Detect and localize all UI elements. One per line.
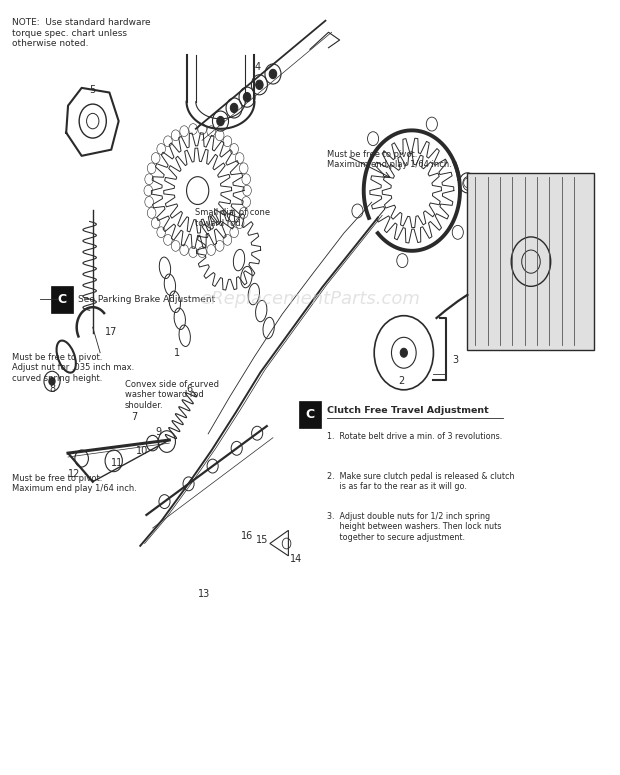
Text: 14: 14 (290, 554, 303, 564)
Text: 2.  Make sure clutch pedal is released & clutch
     is as far to the rear as it: 2. Make sure clutch pedal is released & … (327, 472, 514, 491)
Text: 1.  Rotate belt drive a min. of 3 revolutions.: 1. Rotate belt drive a min. of 3 revolut… (327, 432, 502, 440)
Text: Must be free to pivot.
Maximum end play 1/64 inch.: Must be free to pivot. Maximum end play … (12, 474, 138, 494)
Text: See Parking Brake Adjustment: See Parking Brake Adjustment (78, 294, 215, 304)
Circle shape (243, 92, 250, 102)
Text: 3: 3 (452, 356, 458, 366)
Text: Convex side of curved
washer toward rod
shoulder.: Convex side of curved washer toward rod … (125, 380, 219, 409)
Text: 16: 16 (241, 531, 253, 541)
Circle shape (269, 69, 277, 78)
Text: 7: 7 (131, 412, 137, 422)
Text: 13: 13 (198, 590, 210, 599)
Circle shape (217, 116, 224, 126)
Text: Must be free to pivot.
Maximum end play 1/64 inch.: Must be free to pivot. Maximum end play … (327, 150, 452, 169)
Text: 9: 9 (156, 427, 162, 437)
Text: Must be free to pivot.
Adjust nut for .035 inch max.
curved spring height.: Must be free to pivot. Adjust nut for .0… (12, 353, 135, 383)
Circle shape (231, 103, 238, 112)
Text: 1: 1 (174, 348, 180, 358)
FancyBboxPatch shape (51, 285, 73, 312)
Text: 10: 10 (136, 446, 148, 456)
Text: 12: 12 (68, 469, 81, 479)
Text: 4: 4 (254, 62, 260, 72)
FancyBboxPatch shape (467, 173, 594, 350)
Text: 2: 2 (398, 377, 404, 386)
Circle shape (49, 377, 55, 385)
FancyBboxPatch shape (299, 401, 321, 429)
Circle shape (401, 348, 407, 357)
Text: C: C (306, 408, 314, 421)
Text: 8: 8 (49, 384, 55, 394)
Circle shape (255, 80, 263, 89)
Text: Small dia. of cone
toward rod.: Small dia. of cone toward rod. (195, 208, 270, 228)
Text: NOTE:  Use standard hardware
torque spec. chart unless
otherwise noted.: NOTE: Use standard hardware torque spec.… (12, 19, 151, 48)
Text: C: C (58, 293, 67, 305)
Text: eReplacementParts.com: eReplacementParts.com (200, 290, 420, 308)
Text: 3.  Adjust double nuts for 1/2 inch spring
     height between washers. Then loc: 3. Adjust double nuts for 1/2 inch sprin… (327, 512, 501, 542)
Text: 5: 5 (90, 85, 96, 95)
Text: 15: 15 (255, 536, 268, 546)
Text: Clutch Free Travel Adjustment: Clutch Free Travel Adjustment (327, 406, 489, 415)
Text: 11: 11 (112, 458, 123, 468)
Text: 17: 17 (105, 327, 117, 337)
Text: 6: 6 (187, 384, 193, 394)
